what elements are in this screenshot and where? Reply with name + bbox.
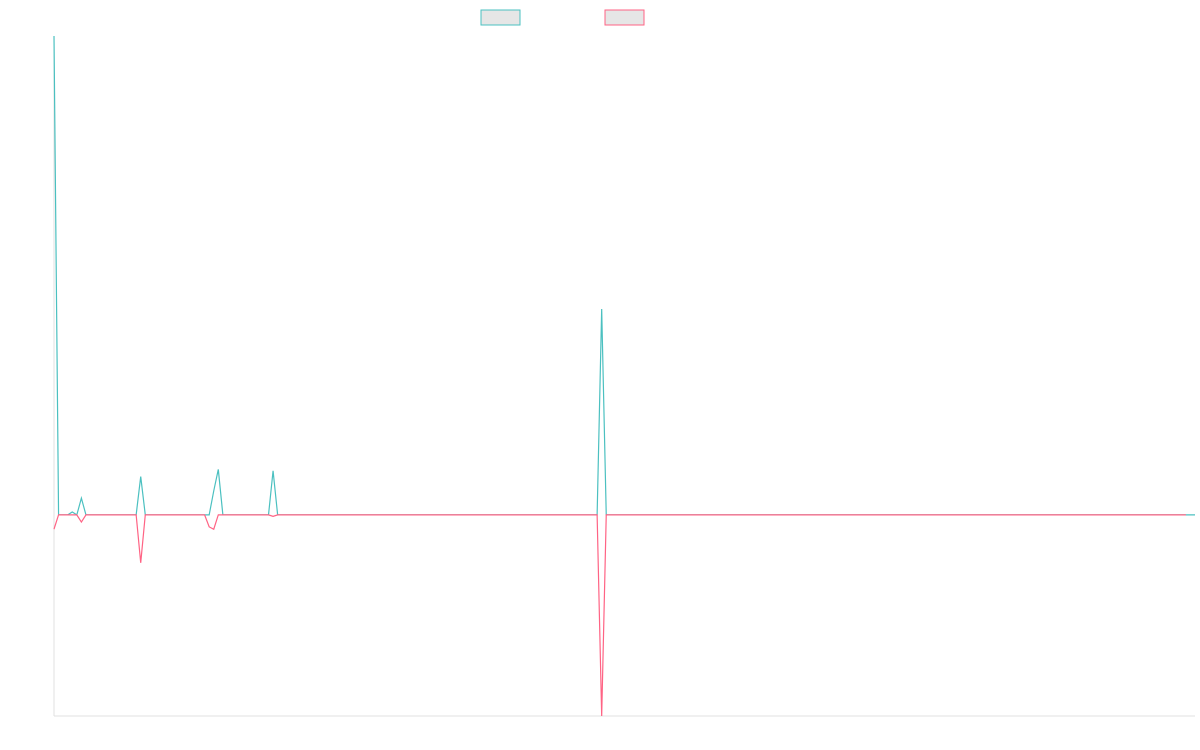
series-line-1	[53, 35, 1195, 516]
chart-axes	[53, 36, 1195, 717]
legend-swatch-1[interactable]	[480, 9, 521, 26]
legend	[480, 9, 645, 26]
chart-series	[53, 35, 1195, 717]
series-line-2	[53, 514, 1186, 717]
legend-swatch-2[interactable]	[604, 9, 645, 26]
